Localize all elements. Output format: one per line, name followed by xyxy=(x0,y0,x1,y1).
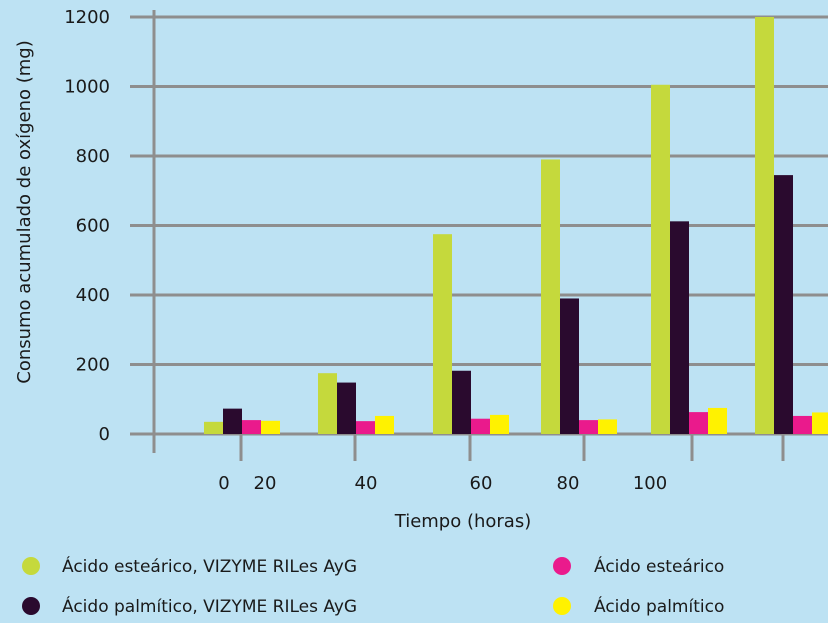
legend-label: Ácido esteárico, VIZYME RILes AyG xyxy=(62,555,357,577)
legend-label: Ácido palmítico, VIZYME RILes AyG xyxy=(62,595,357,617)
bar xyxy=(793,415,812,434)
legend-label: Ácido palmítico xyxy=(594,595,724,617)
y-tick-label: 400 xyxy=(76,285,110,306)
bar xyxy=(433,234,452,434)
legend-marker xyxy=(22,557,40,575)
bar xyxy=(375,415,394,434)
axes xyxy=(152,10,785,461)
y-tick-label: 0 xyxy=(99,424,110,445)
x-tick-label: 20 xyxy=(254,473,277,494)
bar xyxy=(579,420,598,434)
bar xyxy=(670,221,689,434)
bars-group xyxy=(204,17,828,435)
bar xyxy=(651,84,670,434)
x-tick-label: 80 xyxy=(557,473,580,494)
bar xyxy=(774,175,793,435)
bar xyxy=(708,407,727,434)
bar xyxy=(471,418,490,434)
x-tick-label: 100 xyxy=(633,473,667,494)
bar xyxy=(490,414,509,434)
y-axis-title: Consumo acumulado de oxígeno (mg) xyxy=(14,40,35,384)
bar xyxy=(755,17,774,434)
legend-marker xyxy=(22,597,40,615)
bar xyxy=(812,412,828,434)
bar xyxy=(204,421,223,434)
x-tick-label: 40 xyxy=(355,473,378,494)
y-tick-label: 1200 xyxy=(64,7,110,28)
bar xyxy=(356,421,375,434)
x-tick-labels: 0 20 40 60 80 100 xyxy=(218,473,667,494)
y-tick-label: 800 xyxy=(76,146,110,167)
bar xyxy=(541,159,560,434)
legend-marker xyxy=(553,557,571,575)
bar xyxy=(261,420,280,434)
y-tick-label: 600 xyxy=(76,216,110,237)
gridlines xyxy=(130,15,828,436)
bar xyxy=(452,370,471,434)
bar xyxy=(242,420,261,434)
bar xyxy=(598,419,617,434)
bar xyxy=(223,408,242,434)
bar xyxy=(560,298,579,434)
x-tick-label: 0 xyxy=(218,473,229,494)
y-tick-labels: 0 200 400 600 800 1000 1200 xyxy=(64,7,110,445)
bar xyxy=(318,373,337,434)
bar xyxy=(689,412,708,434)
x-axis-title: Tiempo (horas) xyxy=(394,511,532,532)
y-tick-label: 1000 xyxy=(64,77,110,98)
legend: Ácido esteárico, VIZYME RILes AyG Ácido p… xyxy=(22,555,724,617)
y-tick-label: 200 xyxy=(76,355,110,376)
x-tick-label: 60 xyxy=(470,473,493,494)
legend-label: Ácido esteárico xyxy=(594,555,724,577)
bar xyxy=(337,382,356,434)
legend-marker xyxy=(553,597,571,615)
